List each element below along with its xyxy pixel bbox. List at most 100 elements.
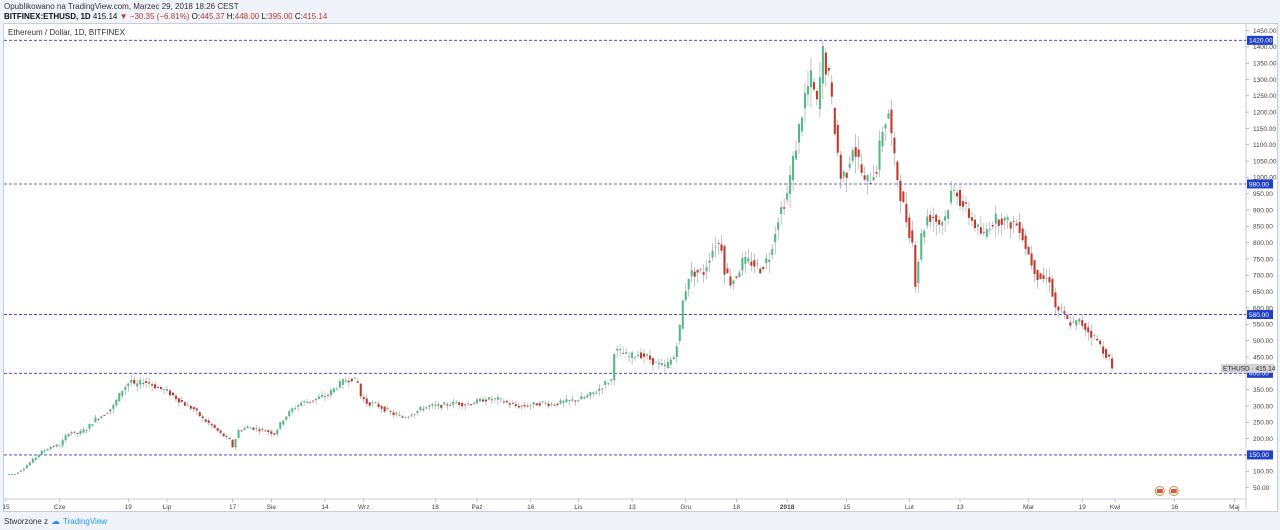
x-tick-label: Kwi xyxy=(1110,504,1120,511)
candle-body xyxy=(279,422,282,429)
candle-body xyxy=(64,435,67,441)
x-tick-label: Maj xyxy=(1229,504,1239,511)
candle-body xyxy=(857,149,860,157)
candle-body xyxy=(300,402,303,406)
candle-body xyxy=(329,390,333,396)
candle-body xyxy=(127,383,130,387)
candle-body xyxy=(115,399,118,406)
candle-body xyxy=(1030,253,1033,266)
x-tick-label: Sie xyxy=(267,504,277,511)
candle-body xyxy=(547,403,550,407)
candle-body xyxy=(380,406,383,409)
candle-body xyxy=(744,257,747,264)
created-with-label: Stworzone z xyxy=(4,517,49,526)
candle-body xyxy=(991,225,994,227)
candle-body xyxy=(672,357,675,360)
candle-body xyxy=(836,124,839,153)
candle-body xyxy=(601,388,604,390)
candle-body xyxy=(76,433,79,434)
candle-body xyxy=(642,353,646,357)
candle-body xyxy=(681,300,684,329)
candle-body xyxy=(830,82,833,97)
candle-body xyxy=(174,395,177,400)
candle-body xyxy=(1063,311,1066,314)
candle-body xyxy=(845,172,848,178)
y-tick-label: 900.00 xyxy=(1253,207,1273,214)
candle-body xyxy=(994,213,997,224)
close-value: 415.14 xyxy=(302,12,328,21)
candle-body xyxy=(201,416,204,419)
x-tick-label: 2018 xyxy=(780,504,795,511)
candle-body xyxy=(13,473,16,475)
candle-body xyxy=(783,207,786,209)
candle-body xyxy=(678,324,681,341)
candle-body xyxy=(705,267,708,272)
candle-body xyxy=(234,439,237,448)
y-tick-label: 250.00 xyxy=(1253,420,1273,427)
candle-body xyxy=(106,413,109,415)
candle-body xyxy=(192,407,195,410)
tradingview-logo-icon: ☁ xyxy=(51,516,61,526)
candle-body xyxy=(938,219,941,225)
candle-body xyxy=(944,216,947,221)
open-value: 445.37 xyxy=(200,12,225,21)
candle-body xyxy=(335,388,338,390)
candle-body xyxy=(550,404,553,405)
candle-body xyxy=(950,190,953,203)
candle-body xyxy=(157,387,160,388)
candle-body xyxy=(947,210,950,219)
candle-body xyxy=(452,401,455,405)
candle-body xyxy=(67,433,70,437)
candle-body xyxy=(455,402,458,404)
candle-body xyxy=(896,161,899,180)
candle-body xyxy=(771,249,774,255)
candle-body xyxy=(365,398,368,404)
candle-body xyxy=(392,412,395,416)
level-badge xyxy=(1247,310,1273,320)
candle-body xyxy=(326,394,330,396)
candle-body xyxy=(702,272,705,275)
candle-body xyxy=(636,354,640,357)
candle-body xyxy=(800,117,804,132)
candle-body xyxy=(383,406,386,412)
candle-body xyxy=(1003,217,1006,221)
candle-body xyxy=(571,399,574,401)
close-label: C: xyxy=(294,12,303,21)
candle-body xyxy=(317,396,321,400)
candle-body xyxy=(961,201,965,207)
candle-body xyxy=(908,217,911,239)
candle-body xyxy=(389,411,392,412)
candle-body xyxy=(580,396,583,400)
level-badge xyxy=(1247,450,1273,460)
y-tick-label: 1450.00 xyxy=(1253,28,1277,35)
candle-body xyxy=(458,402,461,405)
candle-body xyxy=(1069,322,1072,326)
candle-body xyxy=(249,427,252,429)
y-tick-label: 1350.00 xyxy=(1253,60,1277,67)
x-tick-label: Paź xyxy=(471,504,482,511)
candle-body xyxy=(267,430,270,432)
chart-panel[interactable] xyxy=(3,23,1278,512)
candle-body xyxy=(413,414,416,415)
candle-body xyxy=(154,384,157,389)
candle-body xyxy=(872,177,875,181)
candle-body xyxy=(377,403,380,407)
candle-body xyxy=(854,147,857,157)
candle-body xyxy=(428,405,431,407)
candle-body xyxy=(464,404,467,406)
candle-body xyxy=(112,404,115,409)
candle-body xyxy=(884,124,887,129)
candle-body xyxy=(1078,318,1081,322)
candle-body xyxy=(505,400,508,403)
candle-body xyxy=(341,379,344,385)
candle-body xyxy=(255,428,258,429)
candle-body xyxy=(780,207,783,214)
candle-body xyxy=(1021,228,1024,241)
y-tick-label: 1150.00 xyxy=(1253,126,1276,133)
candle-body xyxy=(687,278,690,290)
x-tick-label: Mar xyxy=(1023,504,1035,511)
candle-body xyxy=(768,259,771,262)
candle-body xyxy=(183,402,186,406)
candle-body xyxy=(243,428,246,430)
